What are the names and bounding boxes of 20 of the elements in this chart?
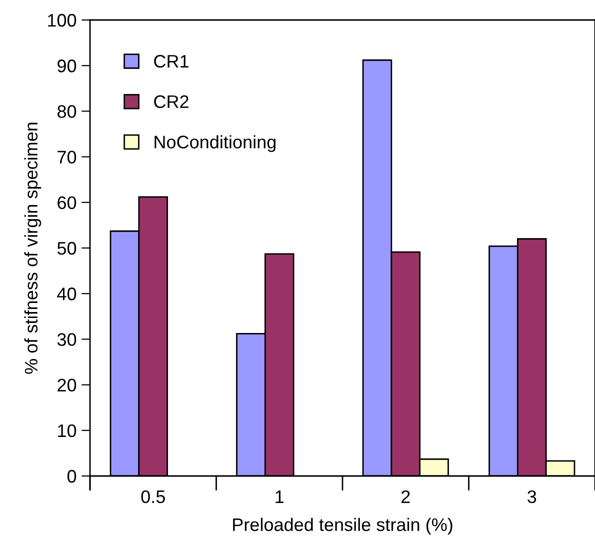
x-axis-title: Preloaded tensile strain (%) xyxy=(233,518,452,535)
y-tick-label: 90 xyxy=(58,60,76,72)
x-tick-label: 0.5 xyxy=(141,490,165,504)
legend-label: CR2 xyxy=(154,95,188,108)
y-tick-label: 40 xyxy=(57,288,76,300)
y-tick-label: 70 xyxy=(58,150,76,164)
y-axis-title: % of stifness of virgin specimen xyxy=(24,122,42,374)
y-tick-label: 50 xyxy=(57,242,76,255)
legend-label: CR1 xyxy=(154,54,188,68)
y-tick-label: 10 xyxy=(58,424,76,438)
y-tick-label: 20 xyxy=(58,378,76,392)
y-tick-label: 80 xyxy=(58,105,76,118)
y-tick-label: 30 xyxy=(57,333,76,346)
legend-label: NoConditioning xyxy=(154,135,276,152)
x-tick-label: 1 xyxy=(276,490,284,503)
x-tick-label: 3 xyxy=(528,490,536,504)
y-tick-label: 100 xyxy=(48,14,76,27)
x-tick-label: 2 xyxy=(402,490,410,503)
y-tick-label: 0 xyxy=(67,470,76,483)
y-tick-label: 60 xyxy=(58,196,76,210)
